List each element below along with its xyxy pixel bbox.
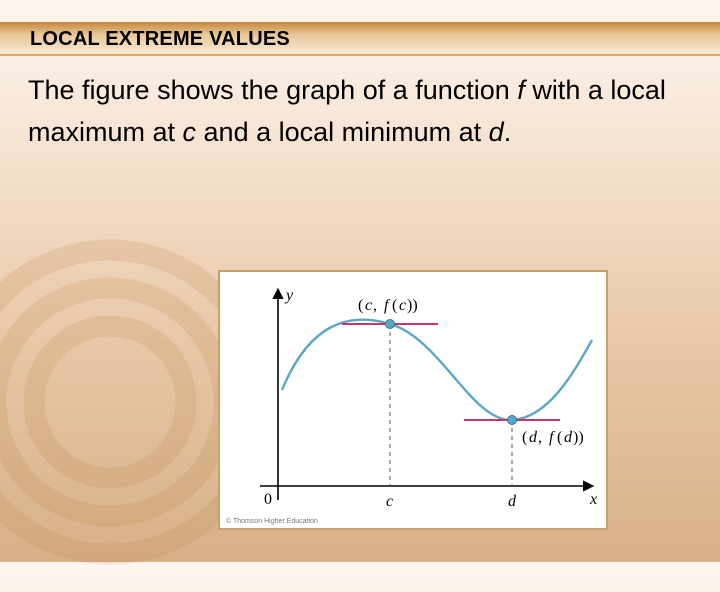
figure-panel: yx0cd(c, f(c))(d, f(d)) © Thomson Higher… [218,270,608,530]
svg-text:c: c [399,297,406,314]
svg-text:d: d [508,493,517,510]
svg-text:x: x [589,491,597,508]
title-bar: LOCAL EXTREME VALUES [0,22,720,56]
svg-text:,: , [538,429,542,446]
svg-text:f: f [384,297,391,314]
body-text: The figure shows the graph of a function… [0,56,720,154]
svg-text:(: ( [522,429,527,446]
body-d: d [489,117,504,147]
body-f: f [517,75,525,105]
svg-text:c: c [386,493,393,510]
svg-text:c: c [365,297,372,314]
page-title: LOCAL EXTREME VALUES [0,22,720,51]
svg-text:,: , [373,297,377,314]
body-c: c [183,117,197,147]
svg-text:0: 0 [264,491,272,508]
svg-text:(: ( [358,297,363,314]
body-prefix: The figure shows the graph of a function [28,75,517,105]
figure-attribution: © Thomson Higher Education [226,518,318,525]
body-period: . [504,117,512,147]
body-min-prefix: minimum at [342,117,489,147]
svg-text:)): )) [407,297,418,314]
extrema-graph: yx0cd(c, f(c))(d, f(d)) [220,272,610,532]
svg-text:)): )) [573,429,584,446]
svg-text:y: y [284,287,294,304]
body-mid2: and a local [196,117,342,147]
svg-text:(: ( [557,429,562,446]
svg-text:d: d [564,429,573,446]
svg-text:f: f [549,429,556,446]
svg-text:(: ( [392,297,397,314]
svg-text:d: d [529,429,538,446]
